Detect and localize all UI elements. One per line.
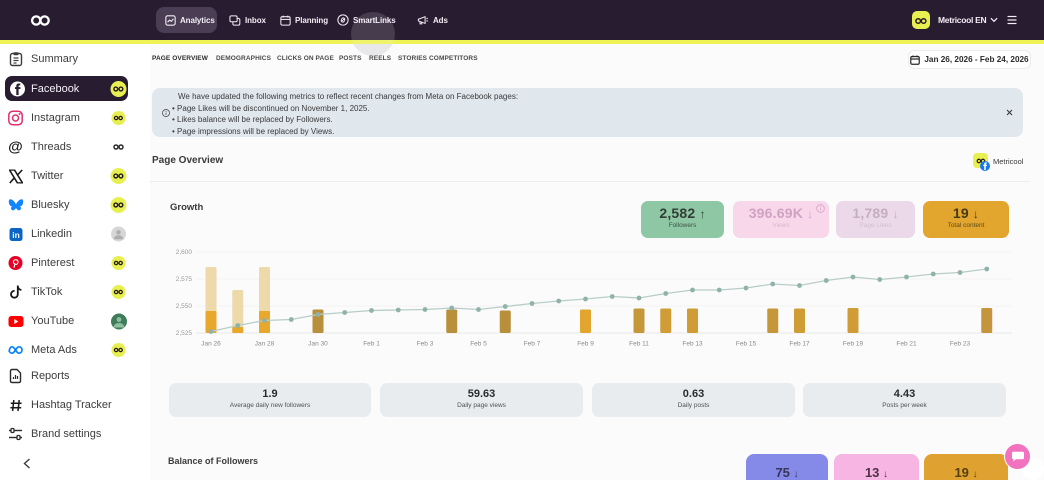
svg-text:2,575: 2,575 bbox=[176, 276, 193, 283]
svg-text:2,550: 2,550 bbox=[176, 303, 193, 310]
svg-text:Feb 17: Feb 17 bbox=[789, 341, 810, 348]
svg-text:Feb 23: Feb 23 bbox=[950, 341, 971, 348]
svg-text:Jan 26: Jan 26 bbox=[201, 341, 221, 348]
svg-text:Jan 30: Jan 30 bbox=[308, 341, 328, 348]
svg-text:Feb 19: Feb 19 bbox=[843, 341, 864, 348]
svg-text:Feb 3: Feb 3 bbox=[417, 341, 434, 348]
svg-text:Feb 7: Feb 7 bbox=[524, 341, 541, 348]
svg-text:Feb 15: Feb 15 bbox=[736, 341, 757, 348]
svg-text:Feb 13: Feb 13 bbox=[682, 341, 703, 348]
svg-text:Feb 5: Feb 5 bbox=[470, 341, 487, 348]
svg-text:Jan 28: Jan 28 bbox=[255, 341, 275, 348]
svg-text:Feb 11: Feb 11 bbox=[629, 341, 649, 348]
svg-text:2,600: 2,600 bbox=[176, 249, 193, 256]
svg-text:Feb 1: Feb 1 bbox=[363, 341, 380, 348]
svg-text:Feb 9: Feb 9 bbox=[577, 341, 594, 348]
svg-text:2,525: 2,525 bbox=[176, 330, 193, 337]
svg-text:Feb 21: Feb 21 bbox=[896, 341, 917, 348]
svg-text:in: in bbox=[12, 230, 20, 240]
